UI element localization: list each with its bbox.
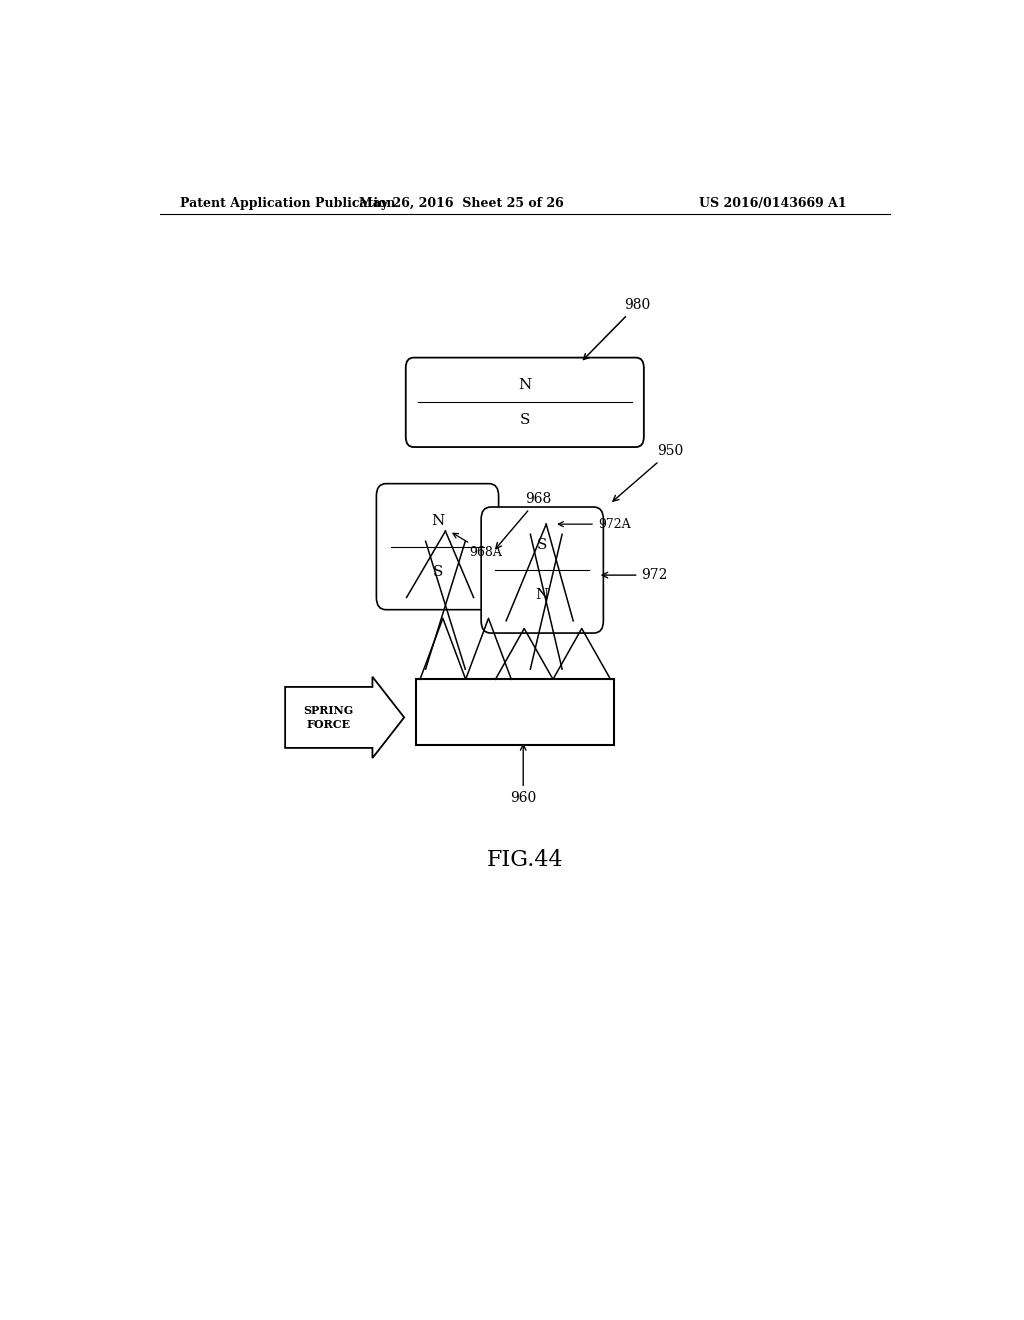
Text: S: S	[519, 413, 530, 426]
Text: May 26, 2016  Sheet 25 of 26: May 26, 2016 Sheet 25 of 26	[359, 197, 563, 210]
Text: 980: 980	[584, 298, 650, 359]
Text: 960: 960	[510, 744, 537, 805]
Text: N: N	[518, 378, 531, 392]
Text: FIG.44: FIG.44	[486, 849, 563, 871]
Text: 968A: 968A	[453, 533, 502, 560]
Text: SPRING
FORCE: SPRING FORCE	[304, 705, 354, 730]
FancyBboxPatch shape	[481, 507, 603, 634]
Text: N: N	[536, 589, 549, 602]
Text: 950: 950	[613, 445, 684, 502]
Text: 968: 968	[496, 492, 551, 548]
FancyBboxPatch shape	[377, 483, 499, 610]
Polygon shape	[285, 677, 404, 758]
Text: S: S	[537, 537, 548, 552]
FancyBboxPatch shape	[406, 358, 644, 447]
Text: 972A: 972A	[558, 517, 631, 531]
Text: Patent Application Publication: Patent Application Publication	[179, 197, 395, 210]
Text: 972: 972	[602, 568, 668, 582]
Text: US 2016/0143669 A1: US 2016/0143669 A1	[699, 197, 847, 210]
Text: S: S	[432, 565, 442, 579]
Text: N: N	[431, 515, 444, 528]
Bar	[416, 680, 614, 746]
